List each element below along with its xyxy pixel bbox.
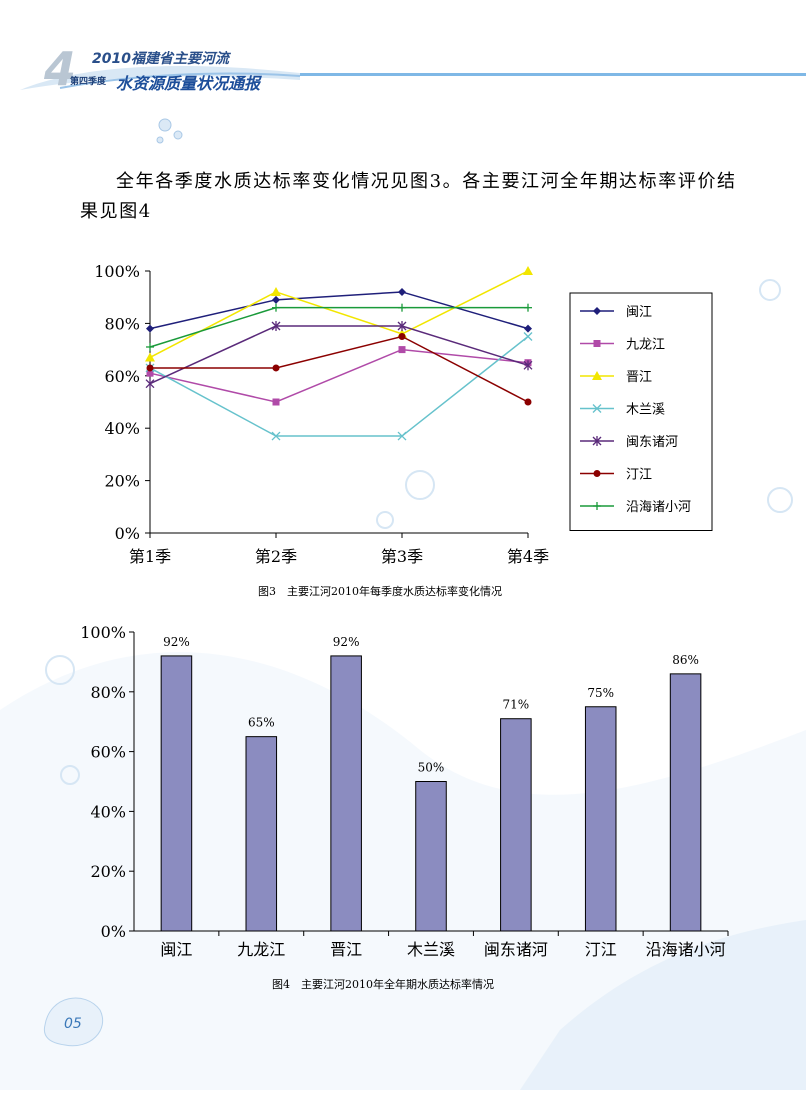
data-label: 92% [333, 635, 360, 649]
x-tick-label: 沿海诸小河 [646, 940, 726, 959]
data-point [146, 369, 154, 377]
legend-label: 闽东诸河 [626, 435, 678, 450]
series-line [149, 348, 529, 403]
x-tick-label: 第1季 [129, 547, 171, 566]
legend-marker [592, 436, 602, 446]
bar [415, 781, 447, 932]
water-background-decoration [0, 279, 806, 1090]
figure4-bar-chart: 0% 20% 40% 60% 80% 100% 92% 闽江 65% 九龙江 92% 晋江 50% 木兰溪… [80, 623, 729, 959]
x-tick-label: 九龙江 [237, 940, 285, 959]
y-tick-label: 60% [90, 743, 126, 762]
figure4-caption: 图4 主要江河2010年全年期水质达标率情况 [272, 978, 494, 991]
legend-marker [592, 404, 602, 413]
data-point [145, 378, 155, 389]
data-point [272, 364, 280, 372]
legend-marker [593, 340, 601, 347]
legend-marker [593, 502, 601, 510]
data-point [271, 431, 281, 441]
bar [584, 706, 617, 932]
legend-label: 汀江 [626, 468, 652, 483]
y-tick-label: 60% [104, 367, 140, 386]
data-point [272, 398, 280, 406]
splash-decoration [43, 997, 103, 1047]
data-point [524, 398, 532, 406]
series-line [149, 291, 529, 330]
figure3-line-chart: 0% 20% 40% 60% 80% 100% 第1季 第2季 第3季 第4季 闽江九龙江晋江木兰溪… [94, 262, 713, 566]
data-label: 71% [503, 698, 530, 712]
x-tick-label: 闽东诸河 [484, 940, 548, 959]
page-header [0, 40, 806, 144]
data-label: 75% [587, 686, 614, 700]
header-report-title: 水资源质量状况通报 [116, 74, 261, 93]
legend-label: 九龙江 [626, 338, 665, 353]
series-line [149, 335, 529, 437]
x-tick-label: 第4季 [507, 547, 549, 566]
bar [500, 718, 532, 932]
bar [160, 655, 193, 932]
y-tick-label: 40% [104, 419, 140, 438]
figure3-caption: 图3 主要江河2010年每季度水质达标率变化情况 [258, 585, 502, 598]
data-point [397, 431, 407, 441]
y-tick-label: 80% [90, 683, 126, 702]
series-line [149, 270, 529, 359]
y-tick-label: 20% [90, 862, 126, 881]
data-point [272, 295, 280, 304]
data-point [523, 266, 533, 275]
body-paragraph: 全年各季度水质达标率变化情况见图3。各主要江河全年期达标率评价结果见图4 [80, 171, 737, 222]
bar [669, 673, 702, 932]
page-number: 05 [64, 1016, 82, 1032]
data-point [398, 303, 406, 312]
x-tick-label: 第3季 [381, 547, 423, 566]
legend-label: 木兰溪 [626, 403, 665, 418]
data-point [523, 360, 533, 371]
data-label: 65% [248, 716, 275, 730]
bar [245, 736, 278, 932]
data-point [146, 324, 154, 333]
legend-marker [592, 371, 602, 380]
data-point [524, 324, 532, 333]
header-quarter-label: 第四季度 [70, 77, 107, 87]
data-point [397, 321, 407, 332]
legend-marker [593, 307, 601, 315]
y-tick-label: 40% [90, 802, 126, 821]
y-tick-label: 100% [94, 262, 140, 281]
y-tick-label: 100% [80, 623, 126, 642]
data-point [271, 321, 281, 332]
data-label: 92% [163, 635, 190, 649]
legend-marker [593, 470, 601, 477]
legend-label: 晋江 [626, 370, 652, 385]
series-line [149, 306, 528, 348]
data-point [146, 364, 154, 372]
data-label: 86% [672, 653, 699, 667]
data-point [524, 303, 532, 312]
legend-label: 闽江 [626, 305, 652, 320]
data-point [271, 286, 281, 296]
data-point [523, 332, 533, 341]
y-tick-label: 20% [104, 472, 140, 491]
header-wave-decoration [20, 66, 301, 144]
data-point [146, 342, 154, 351]
series-line [149, 325, 529, 385]
data-point [398, 333, 406, 340]
series-line [150, 335, 529, 403]
x-tick-label: 晋江 [330, 940, 362, 959]
header-year-title: 2010福建省主要河流 [92, 51, 229, 67]
x-tick-label: 木兰溪 [407, 940, 455, 959]
y-tick-label: 0% [101, 922, 126, 941]
y-tick-label: 0% [115, 524, 140, 543]
y-tick-label: 80% [104, 314, 140, 333]
x-tick-label: 第2季 [255, 547, 297, 566]
issue-number: 4 [44, 42, 77, 96]
data-point [398, 287, 406, 296]
data-point [398, 346, 406, 354]
data-label: 50% [418, 761, 445, 775]
x-tick-label: 汀江 [585, 940, 617, 959]
x-tick-label: 闽江 [160, 940, 192, 959]
bar [330, 655, 362, 932]
legend-label: 沿海诸小河 [626, 500, 691, 515]
data-point [145, 352, 155, 362]
header-rule [300, 73, 806, 76]
data-point [272, 303, 280, 312]
